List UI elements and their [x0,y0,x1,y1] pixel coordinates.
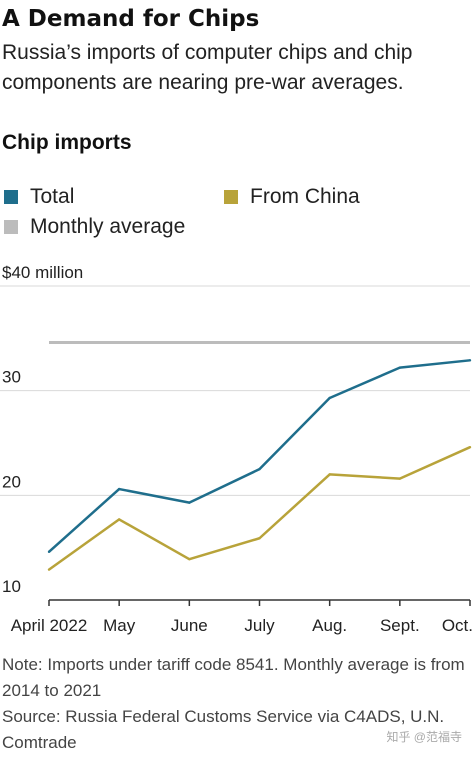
x-tick-label-2: June [171,616,208,635]
y-tick-label-10: 10 [2,577,21,596]
data-point-total-1 [117,487,121,491]
legend-swatch-china [224,190,238,204]
y-tick-label-30: 30 [2,368,21,387]
x-tick-label-4: Aug. [312,616,347,635]
data-point-from-china-4 [328,473,331,476]
x-tick-label-1: May [103,616,136,635]
data-point-from-china-3 [258,537,261,540]
data-point-from-china-0 [47,568,51,571]
x-tick-label-3: July [244,616,275,635]
data-point-from-china-1 [117,518,121,521]
legend-swatch-average [4,220,18,234]
data-point-total-6 [468,359,472,362]
chart-section-title: Chip imports [2,131,132,154]
legend-item-average: Monthly average [4,214,185,240]
chart-title-heading: A Demand for Chips [2,6,260,32]
legend-label-total: Total [30,185,75,208]
series-line-from-china [48,446,471,571]
y-tick-label-40: $40 million [2,263,83,282]
chart-subtitle: Russia’s imports of computer chips and c… [2,41,413,94]
x-tick-label-5: Sept. [380,616,420,635]
source-text: Source: Russia Federal Customs Service v… [2,707,445,752]
data-point-from-china-5 [398,477,402,480]
data-point-total-4 [328,396,331,400]
data-point-total-2 [188,501,191,504]
legend-item-total: Total [4,184,74,210]
data-point-from-china-2 [188,557,191,561]
legend-item-china: From China [224,184,360,210]
data-point-from-china-6 [468,445,472,449]
x-tick-label-6: Oct. [442,616,473,635]
line-chart: 10 20 30 $40 million April 2022 May June July Au… [0,263,473,635]
chart-notes: Note: Imports under tariff code 8541. Mo… [2,652,472,756]
note-text: Note: Imports under tariff code 8541. Mo… [2,655,465,700]
watermark: 知乎 @范福寺 [386,730,462,744]
x-tick-label-0: April 2022 [11,616,88,635]
legend-label-china: From China [250,185,360,208]
data-point-total-3 [258,467,261,471]
y-tick-label-20: 20 [2,472,21,491]
legend-swatch-total [4,190,18,204]
legend-label-average: Monthly average [30,215,186,238]
data-point-total-5 [398,366,402,369]
data-point-total-0 [47,550,51,554]
